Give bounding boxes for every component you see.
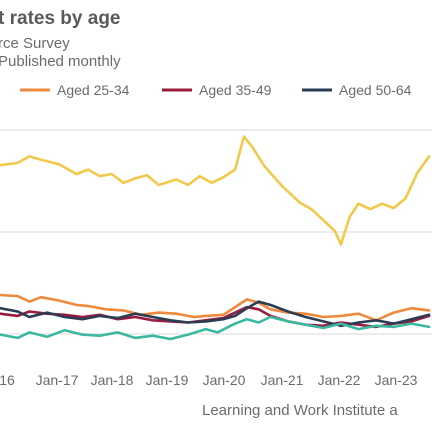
- legend-label-aged_50_64: Aged 50-64: [339, 82, 412, 98]
- chart-subtitle: rce Survey: [0, 35, 70, 52]
- series-line-youth: [0, 135, 431, 246]
- series-line-aged_25_34: [0, 293, 431, 322]
- series-line-green: [0, 315, 431, 341]
- x-tick-label: Jan-21: [261, 372, 304, 388]
- source-credit: Learning and Work Institute a: [202, 402, 398, 419]
- x-tick-label: Jan-17: [36, 372, 79, 388]
- chart-title: t rates by age: [0, 8, 121, 29]
- x-tick-label: Jan-20: [203, 372, 246, 388]
- x-tick-label: Jan-22: [318, 372, 361, 388]
- legend-label-aged_25_34: Aged 25-34: [57, 82, 130, 98]
- legend-label-aged_35_49: Aged 35-49: [199, 82, 272, 98]
- x-tick-label: Jan-19: [146, 372, 189, 388]
- series-line-aged_50_64: [0, 300, 431, 328]
- chart-note: Published monthly: [0, 53, 121, 70]
- x-tick-label: Jan-23: [375, 372, 418, 388]
- x-tick-label: Jan-18: [91, 372, 134, 388]
- x-tick-label: 16: [0, 372, 15, 388]
